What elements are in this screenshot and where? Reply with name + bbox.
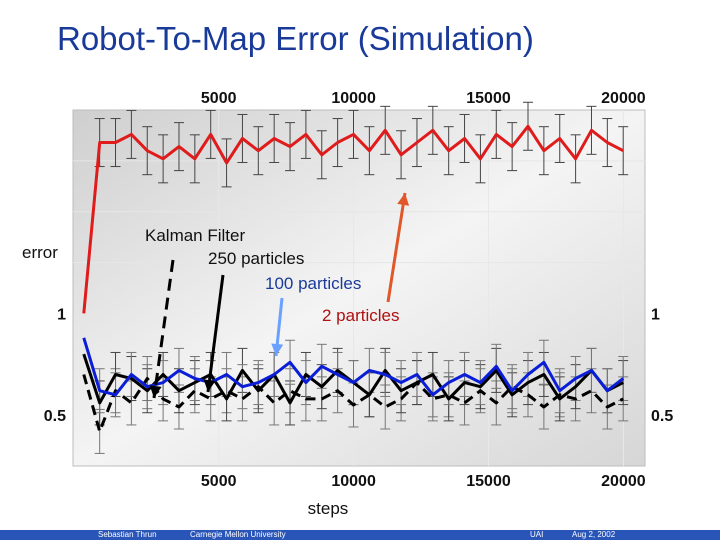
x-tick-label-top: 15000 (466, 90, 511, 107)
x-tick-label-top: 20000 (601, 90, 646, 107)
series-line-kalman-filter (82, 124, 624, 314)
y-tick-label-left: 0.5 (44, 408, 66, 425)
arrow-250-particles-head (203, 379, 216, 392)
x-axis-label: steps (307, 499, 349, 518)
arrow-100-particles-head (271, 343, 284, 356)
y-axis-label: error (22, 243, 58, 262)
footer-university: Carnegie Mellon University (190, 530, 286, 539)
annotation-kalman-filter: Kalman Filter (145, 226, 246, 245)
y-tick-label-right: 1 (651, 306, 660, 323)
annotation-2-particles: 2 particles (322, 306, 400, 325)
annotation-250-particles: 250 particles (208, 249, 305, 268)
slide-title: Robot-To-Map Error (Simulation) (57, 20, 534, 57)
annotation-100-particles: 100 particles (265, 274, 362, 293)
x-tick-label-bottom: 10000 (331, 473, 376, 490)
series-line-2-particles (82, 337, 625, 397)
arrow-kalman-filter-head (149, 385, 162, 398)
footer-bar: Sebastian Thrun Carnegie Mellon Universi… (0, 530, 720, 540)
x-tick-label-bottom: 5000 (201, 473, 237, 490)
arrow-2-particles-head (397, 193, 410, 206)
y-tick-label-right: 0.5 (651, 408, 673, 425)
x-tick-label-top: 5000 (201, 90, 237, 107)
footer-author: Sebastian Thrun (98, 530, 157, 539)
y-tick-label-left: 1 (57, 306, 66, 323)
arrow-kalman-filter (152, 259, 175, 399)
arrow-250-particles (206, 274, 225, 393)
x-tick-label-bottom: 20000 (601, 473, 646, 490)
series-line-250-particles (82, 374, 624, 433)
arrow-2-particles (386, 192, 407, 303)
x-tick-label-top: 10000 (331, 90, 376, 107)
footer-date: Aug 2, 2002 (572, 530, 616, 539)
x-tick-label-bottom: 15000 (466, 473, 511, 490)
footer-venue: UAI (530, 530, 544, 539)
